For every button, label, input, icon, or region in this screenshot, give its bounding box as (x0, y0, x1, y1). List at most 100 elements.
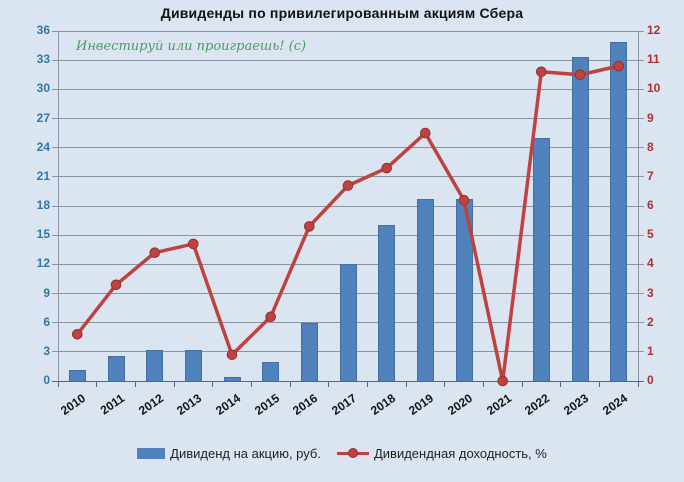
right-axis-tick-label: 1 (647, 343, 654, 358)
x-axis-tick (212, 381, 214, 387)
x-axis-label-2016: 2016 (290, 391, 321, 418)
left-axis-tick-label: 3 (43, 343, 50, 358)
legend-bar-swatch-icon (137, 447, 166, 459)
x-axis-label-2019: 2019 (406, 391, 437, 418)
bar-2019 (416, 199, 434, 381)
gridline (52, 59, 644, 61)
yield-marker-2022 (536, 66, 547, 78)
x-axis-tick (250, 381, 252, 387)
yield-marker-2017 (342, 180, 354, 191)
legend-item-dividend: Дивиденд на акцию, руб. (137, 446, 321, 461)
legend-line-marker-icon (347, 447, 358, 458)
bar-2012 (146, 349, 164, 381)
watermark: Инвестируй или проиграешь! (с) (76, 39, 307, 54)
left-axis-tick-label: 18 (36, 198, 50, 212)
yield-marker-2012 (149, 247, 160, 258)
right-axis-tick-label: 3 (647, 285, 654, 300)
bar-2018 (378, 225, 396, 381)
legend-line-label: Дивидендная доходность, % (373, 445, 547, 461)
x-axis-label-2014: 2014 (213, 391, 244, 418)
gridline (52, 118, 644, 119)
bar-2010 (68, 369, 86, 381)
left-axis-tick-label: 27 (36, 110, 50, 125)
x-axis-tick (173, 381, 175, 387)
x-axis-label-2018: 2018 (367, 391, 398, 418)
yield-marker-2018 (381, 162, 393, 174)
gridline (52, 176, 644, 178)
right-axis-tick-label: 0 (647, 373, 654, 387)
x-axis-label-2011: 2011 (97, 391, 128, 418)
left-axis-tick-label: 21 (36, 168, 50, 183)
bar-2023 (571, 57, 589, 381)
yield-marker-2011 (110, 279, 122, 291)
right-axis-tick-label: 12 (647, 23, 661, 37)
gridline (52, 205, 644, 207)
bar-2014 (223, 376, 241, 381)
plot-border-right (638, 31, 639, 381)
left-axis-tick-label: 33 (36, 52, 50, 67)
left-axis-tick-label: 36 (36, 23, 50, 37)
x-axis-label-2022: 2022 (522, 391, 553, 418)
x-axis-label-2020: 2020 (445, 391, 476, 418)
x-axis-tick (289, 381, 291, 387)
right-axis-tick-label: 9 (647, 110, 654, 125)
right-axis-tick-label: 4 (647, 256, 654, 271)
right-axis-tick-label: 10 (647, 81, 661, 96)
x-axis-label-2015: 2015 (251, 391, 282, 418)
bar-2015 (262, 361, 280, 381)
bar-2024 (610, 42, 628, 381)
yield-marker-2016 (304, 221, 315, 232)
x-axis-tick (328, 381, 330, 387)
x-axis-tick (521, 381, 523, 387)
yield-marker-2015 (265, 311, 277, 323)
x-axis-label-2012: 2012 (135, 391, 166, 418)
legend-item-yield: Дивидендная доходность, % (336, 445, 547, 461)
x-axis-label-2024: 2024 (599, 391, 630, 418)
bar-2017 (339, 264, 357, 381)
chart-title: Дивиденды по привилегированным акциям Сб… (160, 5, 524, 21)
x-axis-tick (598, 381, 600, 387)
x-axis-label-2023: 2023 (561, 391, 592, 418)
bar-2016 (300, 322, 318, 381)
gridline (52, 88, 644, 90)
x-axis-label-2017: 2017 (329, 391, 360, 418)
x-axis-label-2010: 2010 (58, 391, 89, 418)
yield-marker-2019 (420, 127, 431, 139)
gridline (52, 234, 644, 236)
x-axis-tick (637, 381, 639, 387)
gridline (52, 30, 644, 32)
x-axis-tick (366, 381, 368, 387)
left-axis-tick-label: 12 (36, 256, 50, 271)
bar-2022 (532, 137, 550, 381)
right-axis-tick-label: 6 (647, 198, 654, 212)
left-axis-tick-label: 30 (36, 81, 50, 96)
bar-2013 (184, 349, 202, 381)
x-axis-tick (560, 381, 562, 387)
gridline (52, 147, 644, 149)
x-axis-tick (96, 381, 98, 387)
x-axis-tick (405, 381, 407, 387)
left-axis-tick-label: 24 (36, 139, 50, 154)
x-axis-tick (134, 381, 136, 387)
x-axis-label-2021: 2021 (483, 391, 514, 418)
right-axis-tick-label: 7 (647, 168, 654, 183)
right-axis-tick-label: 5 (647, 227, 654, 242)
right-axis-tick-label: 8 (647, 139, 654, 154)
plot-border-left (58, 31, 59, 381)
left-axis-tick-label: 0 (43, 373, 50, 387)
yield-marker-2010 (72, 329, 83, 340)
x-axis-tick (444, 381, 446, 387)
right-axis-tick-label: 11 (647, 52, 660, 67)
legend-line-swatch-icon (336, 447, 369, 459)
yield-marker-2013 (188, 238, 199, 250)
x-axis-tick (482, 381, 484, 387)
legend: Дивиденд на акцию, руб. Дивидендная дохо… (0, 441, 684, 465)
left-axis-tick-label: 15 (36, 227, 50, 242)
bar-2020 (455, 199, 473, 381)
left-axis-tick-label: 9 (43, 285, 50, 300)
x-axis-tick (57, 381, 59, 387)
bar-2011 (107, 355, 125, 381)
x-axis-label-2013: 2013 (174, 391, 205, 418)
left-axis-tick-label: 6 (43, 314, 50, 329)
